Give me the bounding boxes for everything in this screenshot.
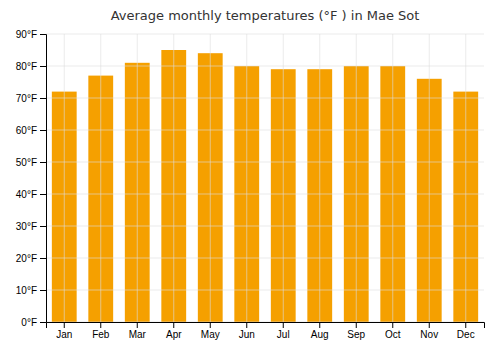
grid-line-y [46, 98, 484, 99]
grid-line-x [100, 34, 101, 322]
x-tick-label: May [201, 329, 220, 340]
x-tick-mark [137, 322, 138, 328]
grid-line-x [283, 34, 284, 322]
x-tick-label: Jul [277, 329, 290, 340]
x-tick-label: Dec [457, 329, 475, 340]
y-tick-mark [40, 130, 46, 131]
x-tick-label: Jun [239, 329, 255, 340]
y-tick-mark [40, 290, 46, 291]
x-axis-line [47, 323, 485, 329]
y-tick: 50°F [16, 157, 46, 168]
y-tick: 0°F [21, 317, 46, 328]
grid-line-y [46, 258, 484, 259]
y-tick: 80°F [16, 61, 46, 72]
x-tick-mark [465, 322, 466, 328]
y-tick-label: 50°F [16, 157, 37, 168]
y-tick-label: 70°F [16, 93, 37, 104]
grid-line-y [46, 162, 484, 163]
y-tick-label: 10°F [16, 285, 37, 296]
y-tick-label: 60°F [16, 125, 37, 136]
x-tick-label: Oct [385, 329, 401, 340]
grid-line-y [46, 226, 484, 227]
x-tick-label: Mar [129, 329, 147, 340]
grid-line-x [210, 34, 211, 322]
grid-line-x [356, 34, 357, 322]
x-tick-label: Nov [420, 329, 438, 340]
x-axis: Jan Feb Mar Apr May Jun Jul Aug Sep Oct Nov Dec [47, 322, 485, 340]
y-tick-label: 90°F [16, 29, 37, 40]
y-tick-label: 20°F [16, 253, 37, 264]
y-tick-label: 30°F [16, 221, 37, 232]
grid-line-x [137, 34, 138, 322]
y-tick-mark [40, 66, 46, 67]
x-tick-label: Sep [347, 329, 365, 340]
y-tick-mark [40, 34, 46, 35]
x-tick-mark [319, 322, 320, 328]
x-tick: Sep [347, 322, 365, 340]
y-tick: 70°F [16, 93, 46, 104]
title: Average monthly temperatures (°F ) in Ma… [111, 8, 420, 23]
chart-container: Jan Feb Mar Apr May Jun Jul Aug Sep Oct Nov Dec 0°F 1… [0, 0, 500, 350]
y-tick: 90°F [16, 29, 46, 40]
y-axis-line [40, 35, 47, 323]
x-tick-mark [429, 322, 430, 328]
y-tick-mark [40, 322, 46, 323]
y-tick: 60°F [16, 125, 46, 136]
x-tick: Dec [457, 322, 475, 340]
x-tick: May [201, 322, 220, 340]
x-tick: Mar [129, 322, 147, 340]
grid-line-x [319, 34, 320, 322]
grid-line-x [173, 34, 174, 322]
x-tick-label: Aug [311, 329, 329, 340]
y-tick: 30°F [16, 221, 46, 232]
x-tick-mark [246, 322, 247, 328]
y-tick-label: 0°F [21, 317, 37, 328]
x-tick-mark [64, 322, 65, 328]
y-tick: 40°F [16, 189, 46, 200]
y-tick-mark [40, 194, 46, 195]
y-tick-mark [40, 98, 46, 99]
y-tick-label: 40°F [16, 189, 37, 200]
y-tick-mark [40, 226, 46, 227]
grid-line-y [46, 130, 484, 131]
y-tick: 20°F [16, 253, 46, 264]
grid-line-x [429, 34, 430, 322]
grid-line-x [246, 34, 247, 322]
y-tick: 10°F [16, 285, 46, 296]
x-tick-label: Feb [92, 329, 110, 340]
grid [46, 34, 484, 322]
grid-line-y [46, 290, 484, 291]
x-tick: Jun [239, 322, 255, 340]
x-tick-mark [100, 322, 101, 328]
x-tick: Feb [92, 322, 110, 340]
x-tick-label: Jan [56, 329, 72, 340]
y-tick-mark [40, 162, 46, 163]
y-axis: 0°F 10°F 20°F 30°F 40°F 50°F 60°F 70°F 80°F 90°F [16, 29, 47, 328]
x-tick: Jan [56, 322, 72, 340]
x-tick: Nov [420, 322, 438, 340]
x-tick: Apr [166, 322, 182, 340]
y-tick-mark [40, 258, 46, 259]
x-tick-mark [392, 322, 393, 328]
grid-line-x [465, 34, 466, 322]
grid-line-x [392, 34, 393, 322]
y-tick-label: 80°F [16, 61, 37, 72]
x-tick: Aug [311, 322, 329, 340]
grid-line-y [46, 194, 484, 195]
x-tick-mark [356, 322, 357, 328]
x-tick-mark [173, 322, 174, 328]
plot: Jan Feb Mar Apr May Jun Jul Aug Sep Oct Nov Dec 0°F 1… [16, 29, 485, 340]
grid-line-y [46, 66, 484, 67]
x-tick-mark [210, 322, 211, 328]
x-tick-label: Apr [166, 329, 182, 340]
grid-line-y [46, 34, 484, 35]
bars [52, 50, 478, 322]
x-tick-mark [283, 322, 284, 328]
x-tick: Oct [385, 322, 401, 340]
grid-line-x [64, 34, 65, 322]
chart-svg: Jan Feb Mar Apr May Jun Jul Aug Sep Oct Nov Dec 0°F 1… [0, 0, 500, 350]
x-tick: Jul [277, 322, 290, 340]
